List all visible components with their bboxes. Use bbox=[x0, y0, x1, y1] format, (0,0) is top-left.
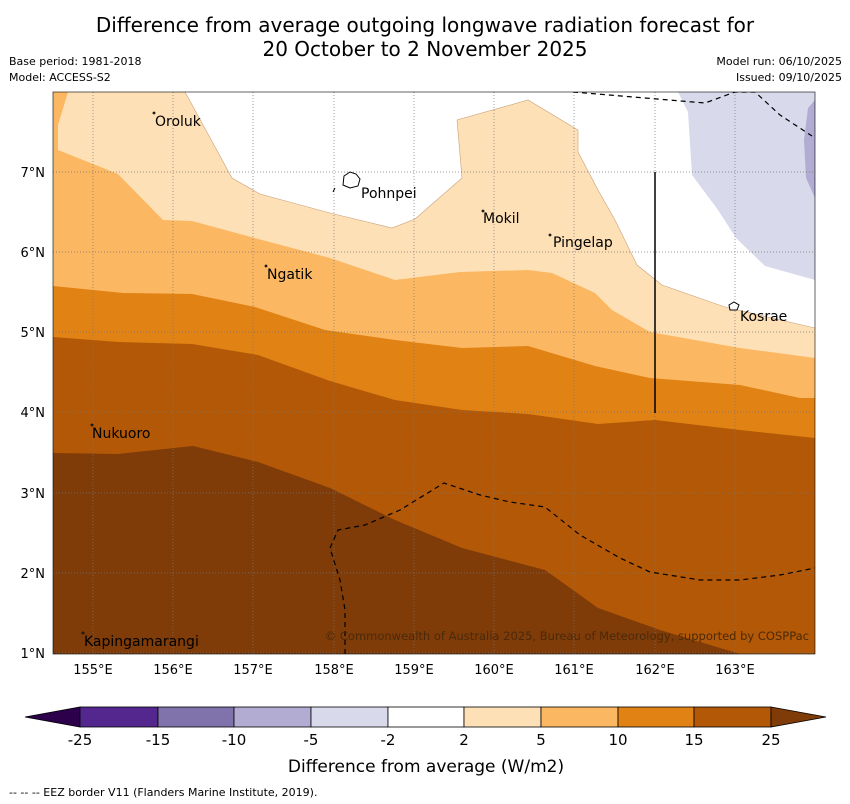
lon-tick-label: 155°E bbox=[73, 663, 113, 678]
colorbar-tick-label: 25 bbox=[761, 731, 780, 749]
label-ngatik: Ngatik bbox=[267, 267, 313, 283]
mokil-atoll bbox=[481, 209, 485, 213]
pingelap-atoll bbox=[548, 233, 552, 237]
colorbar-segment-5-10 bbox=[540, 706, 619, 728]
colorbar-segment-neg15-10 bbox=[157, 706, 235, 728]
lat-tick-label: 1°N bbox=[21, 647, 46, 662]
contour-field bbox=[53, 92, 815, 654]
map-frame bbox=[52, 91, 816, 655]
lon-tick-label: 156°E bbox=[153, 663, 193, 678]
eez-borders bbox=[329, 92, 815, 654]
base-period: Base period: 1981-2018 bbox=[9, 55, 142, 68]
place-labels: Oroluk Pohnpei Mokil Pingelap Ngatik Kos… bbox=[84, 114, 787, 650]
copyright-text: © Commonwealth of Australia 2025, Bureau… bbox=[325, 629, 809, 643]
lat-tick-label: 4°N bbox=[21, 406, 46, 421]
colorbar-tick-label: 2 bbox=[459, 731, 469, 749]
colorbar-over-arrow bbox=[770, 706, 827, 728]
pohnpei-reef bbox=[332, 187, 336, 193]
lon-tick-label: 159°E bbox=[394, 663, 434, 678]
colorbar-tick-label: -25 bbox=[68, 731, 93, 749]
title-line-2: 20 October to 2 November 2025 bbox=[262, 37, 588, 61]
colorbar-ticks: -25 -15 -10 -5 -2 2 5 10 15 25 bbox=[68, 731, 781, 749]
colorbar-tick-label: 5 bbox=[536, 731, 546, 749]
label-pohnpei: Pohnpei bbox=[361, 186, 417, 202]
colorbar-segment-neutral bbox=[387, 706, 465, 728]
oroluk-atoll bbox=[152, 111, 156, 115]
contour-line-2 bbox=[184, 92, 815, 329]
longitude-ticks: 155°E 156°E 157°E 158°E 159°E 160°E 161°E 162°E… bbox=[73, 663, 755, 678]
lon-tick-label: 160°E bbox=[474, 663, 514, 678]
colorbar bbox=[24, 706, 827, 728]
eez-border-south bbox=[329, 482, 815, 654]
lat-tick-label: 7°N bbox=[21, 166, 46, 181]
colorbar-tick-label: -10 bbox=[222, 731, 247, 749]
colorbar-segment-10-15 bbox=[617, 706, 695, 728]
label-kapingamarangi: Kapingamarangi bbox=[84, 634, 199, 650]
lat-tick-label: 3°N bbox=[21, 487, 46, 502]
label-pingelap: Pingelap bbox=[553, 235, 613, 251]
kosrae-island bbox=[728, 301, 740, 311]
map-title: Difference from average outgoing longwav… bbox=[0, 13, 850, 61]
colorbar-tick-label: -5 bbox=[304, 731, 319, 749]
nukuoro-atoll bbox=[90, 423, 94, 427]
issued-date: Issued: 09/10/2025 bbox=[735, 71, 842, 84]
model-name: Model: ACCESS-S2 bbox=[9, 71, 111, 84]
lat-tick-label: 2°N bbox=[21, 567, 46, 582]
title-line-1: Difference from average outgoing longwav… bbox=[95, 13, 755, 37]
lat-tick-label: 6°N bbox=[21, 246, 46, 261]
colorbar-segment-neg25-15 bbox=[79, 706, 159, 728]
band-neg-10-5 bbox=[804, 100, 815, 198]
colorbar-segment-2-5 bbox=[463, 706, 542, 728]
colorbar-tick-label: 15 bbox=[684, 731, 703, 749]
lon-tick-label: 158°E bbox=[314, 663, 354, 678]
meta-right: Model run: 06/10/2025 Issued: 09/10/2025 bbox=[716, 54, 842, 86]
kapingamarangi-atoll bbox=[81, 631, 85, 635]
lon-tick-label: 161°E bbox=[554, 663, 594, 678]
band-over-25 bbox=[53, 446, 740, 654]
meta-left: Base period: 1981-2018 Model: ACCESS-S2 bbox=[9, 54, 141, 86]
latitude-ticks: 7°N 6°N 5°N 4°N 3°N 2°N 1°N bbox=[21, 166, 46, 662]
colorbar-segment-neg5-2 bbox=[310, 706, 389, 728]
label-oroluk: Oroluk bbox=[155, 114, 202, 130]
colorbar-under-arrow bbox=[24, 706, 81, 728]
colorbar-tick-label: -15 bbox=[146, 731, 171, 749]
lat-tick-label: 5°N bbox=[21, 326, 46, 341]
colorbar-label: Difference from average (W/m2) bbox=[288, 757, 564, 777]
band-neg-5-2 bbox=[678, 92, 815, 280]
label-nukuoro: Nukuoro bbox=[92, 426, 150, 442]
pohnpei-island bbox=[342, 171, 361, 189]
colorbar-segment-15-25 bbox=[693, 706, 772, 728]
lon-tick-label: 157°E bbox=[233, 663, 273, 678]
eez-border-north bbox=[572, 92, 813, 137]
ngatik-atoll bbox=[264, 264, 268, 268]
colorbar-tick-label: -2 bbox=[381, 731, 396, 749]
model-run: Model run: 06/10/2025 bbox=[716, 55, 842, 68]
label-mokil: Mokil bbox=[483, 211, 520, 227]
colorbar-segment-neg10-5 bbox=[233, 706, 312, 728]
colorbar-tick-label: 10 bbox=[608, 731, 627, 749]
islands bbox=[81, 111, 740, 635]
lon-tick-label: 163°E bbox=[715, 663, 755, 678]
lon-tick-label: 162°E bbox=[635, 663, 675, 678]
label-kosrae: Kosrae bbox=[740, 309, 787, 325]
eez-footnote: -- -- -- EEZ border V11 (Flanders Marine… bbox=[9, 786, 318, 799]
